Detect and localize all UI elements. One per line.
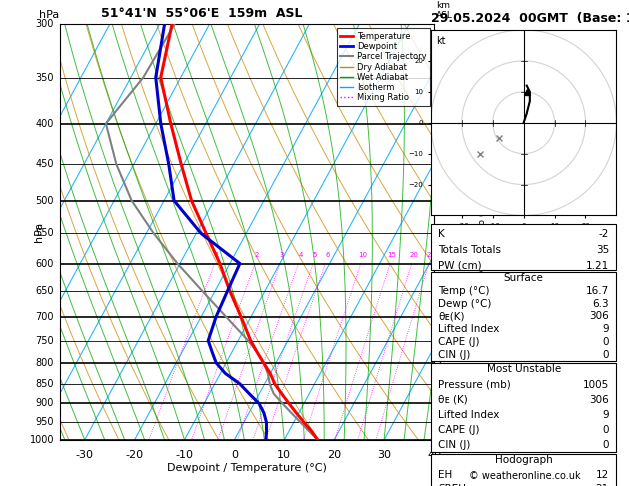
Text: 4: 4 xyxy=(298,252,303,258)
Text: -20: -20 xyxy=(126,450,143,460)
Text: -1: -1 xyxy=(436,397,445,407)
Text: km
ASL: km ASL xyxy=(436,1,453,20)
Text: 0: 0 xyxy=(603,440,609,450)
Text: -5: -5 xyxy=(436,195,445,206)
Text: 21: 21 xyxy=(596,484,609,486)
Text: 400: 400 xyxy=(36,119,54,129)
Text: 300: 300 xyxy=(36,19,54,29)
Text: 0: 0 xyxy=(603,425,609,435)
Text: -4: -4 xyxy=(436,259,445,269)
Text: 9: 9 xyxy=(603,410,609,420)
Text: EH: EH xyxy=(438,470,452,480)
Text: 3: 3 xyxy=(280,252,284,258)
Text: CIN (J): CIN (J) xyxy=(438,350,470,360)
Text: Mixing Ratio (g/kg): Mixing Ratio (g/kg) xyxy=(478,189,487,275)
Text: 650: 650 xyxy=(36,286,54,296)
Text: 550: 550 xyxy=(35,228,54,239)
Text: hPa: hPa xyxy=(34,222,44,242)
Text: 40: 40 xyxy=(427,450,441,460)
Text: 700: 700 xyxy=(36,312,54,322)
Text: 850: 850 xyxy=(36,379,54,389)
Text: 0: 0 xyxy=(231,450,238,460)
Text: Hodograph: Hodograph xyxy=(495,455,552,465)
Text: 9: 9 xyxy=(603,324,609,334)
Text: 750: 750 xyxy=(35,335,54,346)
Bar xyxy=(431,224,616,270)
Text: Lifted Index: Lifted Index xyxy=(438,410,499,420)
Text: kt: kt xyxy=(437,35,446,46)
Text: 1.21: 1.21 xyxy=(586,260,609,271)
Text: 20: 20 xyxy=(327,450,342,460)
Text: 0: 0 xyxy=(603,350,609,360)
Text: 12: 12 xyxy=(596,470,609,480)
Text: 15: 15 xyxy=(387,252,396,258)
Text: -7: -7 xyxy=(436,36,445,46)
Text: Totals Totals: Totals Totals xyxy=(438,245,501,255)
Text: PW (cm): PW (cm) xyxy=(438,260,482,271)
Text: θᴇ(K): θᴇ(K) xyxy=(438,312,465,321)
Text: 6.3: 6.3 xyxy=(593,298,609,309)
Text: Most Unstable: Most Unstable xyxy=(486,364,561,374)
Text: 25: 25 xyxy=(426,252,435,258)
Text: LCL: LCL xyxy=(436,380,454,390)
Text: 306: 306 xyxy=(589,395,609,405)
Text: 29.05.2024  00GMT  (Base: 18): 29.05.2024 00GMT (Base: 18) xyxy=(431,12,629,25)
Text: SREH: SREH xyxy=(438,484,466,486)
Text: 1005: 1005 xyxy=(582,380,609,390)
Text: 0: 0 xyxy=(603,337,609,347)
Text: -3: -3 xyxy=(436,311,445,321)
Text: CAPE (J): CAPE (J) xyxy=(438,425,480,435)
Text: 350: 350 xyxy=(36,72,54,83)
Text: 30: 30 xyxy=(377,450,391,460)
Text: 10: 10 xyxy=(277,450,291,460)
Text: -30: -30 xyxy=(75,450,94,460)
Text: -10: -10 xyxy=(175,450,194,460)
Text: -6: -6 xyxy=(436,119,445,129)
Text: θᴇ (K): θᴇ (K) xyxy=(438,395,468,405)
Text: 20: 20 xyxy=(409,252,418,258)
Text: 1000: 1000 xyxy=(30,435,54,445)
Text: hPa: hPa xyxy=(39,10,59,20)
Text: 5: 5 xyxy=(313,252,317,258)
Bar xyxy=(431,453,616,486)
Text: 306: 306 xyxy=(589,312,609,321)
Text: Pressure (mb): Pressure (mb) xyxy=(438,380,511,390)
Text: 500: 500 xyxy=(36,195,54,206)
Text: 2: 2 xyxy=(255,252,259,258)
Legend: Temperature, Dewpoint, Parcel Trajectory, Dry Adiabat, Wet Adiabat, Isotherm, Mi: Temperature, Dewpoint, Parcel Trajectory… xyxy=(337,29,430,105)
Text: -2: -2 xyxy=(436,356,445,365)
Text: CAPE (J): CAPE (J) xyxy=(438,337,480,347)
Bar xyxy=(431,363,616,452)
Text: Dewp (°C): Dewp (°C) xyxy=(438,298,492,309)
Text: Temp (°C): Temp (°C) xyxy=(438,286,490,296)
Text: -2: -2 xyxy=(599,229,609,240)
Text: K: K xyxy=(438,229,445,240)
Text: 16.7: 16.7 xyxy=(586,286,609,296)
Text: 51°41'N  55°06'E  159m  ASL: 51°41'N 55°06'E 159m ASL xyxy=(101,7,303,20)
Text: 35: 35 xyxy=(596,245,609,255)
Text: CIN (J): CIN (J) xyxy=(438,440,470,450)
Text: 450: 450 xyxy=(36,159,54,169)
Text: 10: 10 xyxy=(358,252,367,258)
Text: 900: 900 xyxy=(36,399,54,408)
Text: 1: 1 xyxy=(214,252,219,258)
Text: 6: 6 xyxy=(325,252,330,258)
Text: Surface: Surface xyxy=(504,273,543,283)
Text: Dewpoint / Temperature (°C): Dewpoint / Temperature (°C) xyxy=(167,463,327,473)
Text: © weatheronline.co.uk: © weatheronline.co.uk xyxy=(469,471,581,481)
Bar xyxy=(431,272,616,361)
Text: 600: 600 xyxy=(36,259,54,269)
Text: 800: 800 xyxy=(36,358,54,368)
Text: Lifted Index: Lifted Index xyxy=(438,324,499,334)
Text: 950: 950 xyxy=(36,417,54,427)
